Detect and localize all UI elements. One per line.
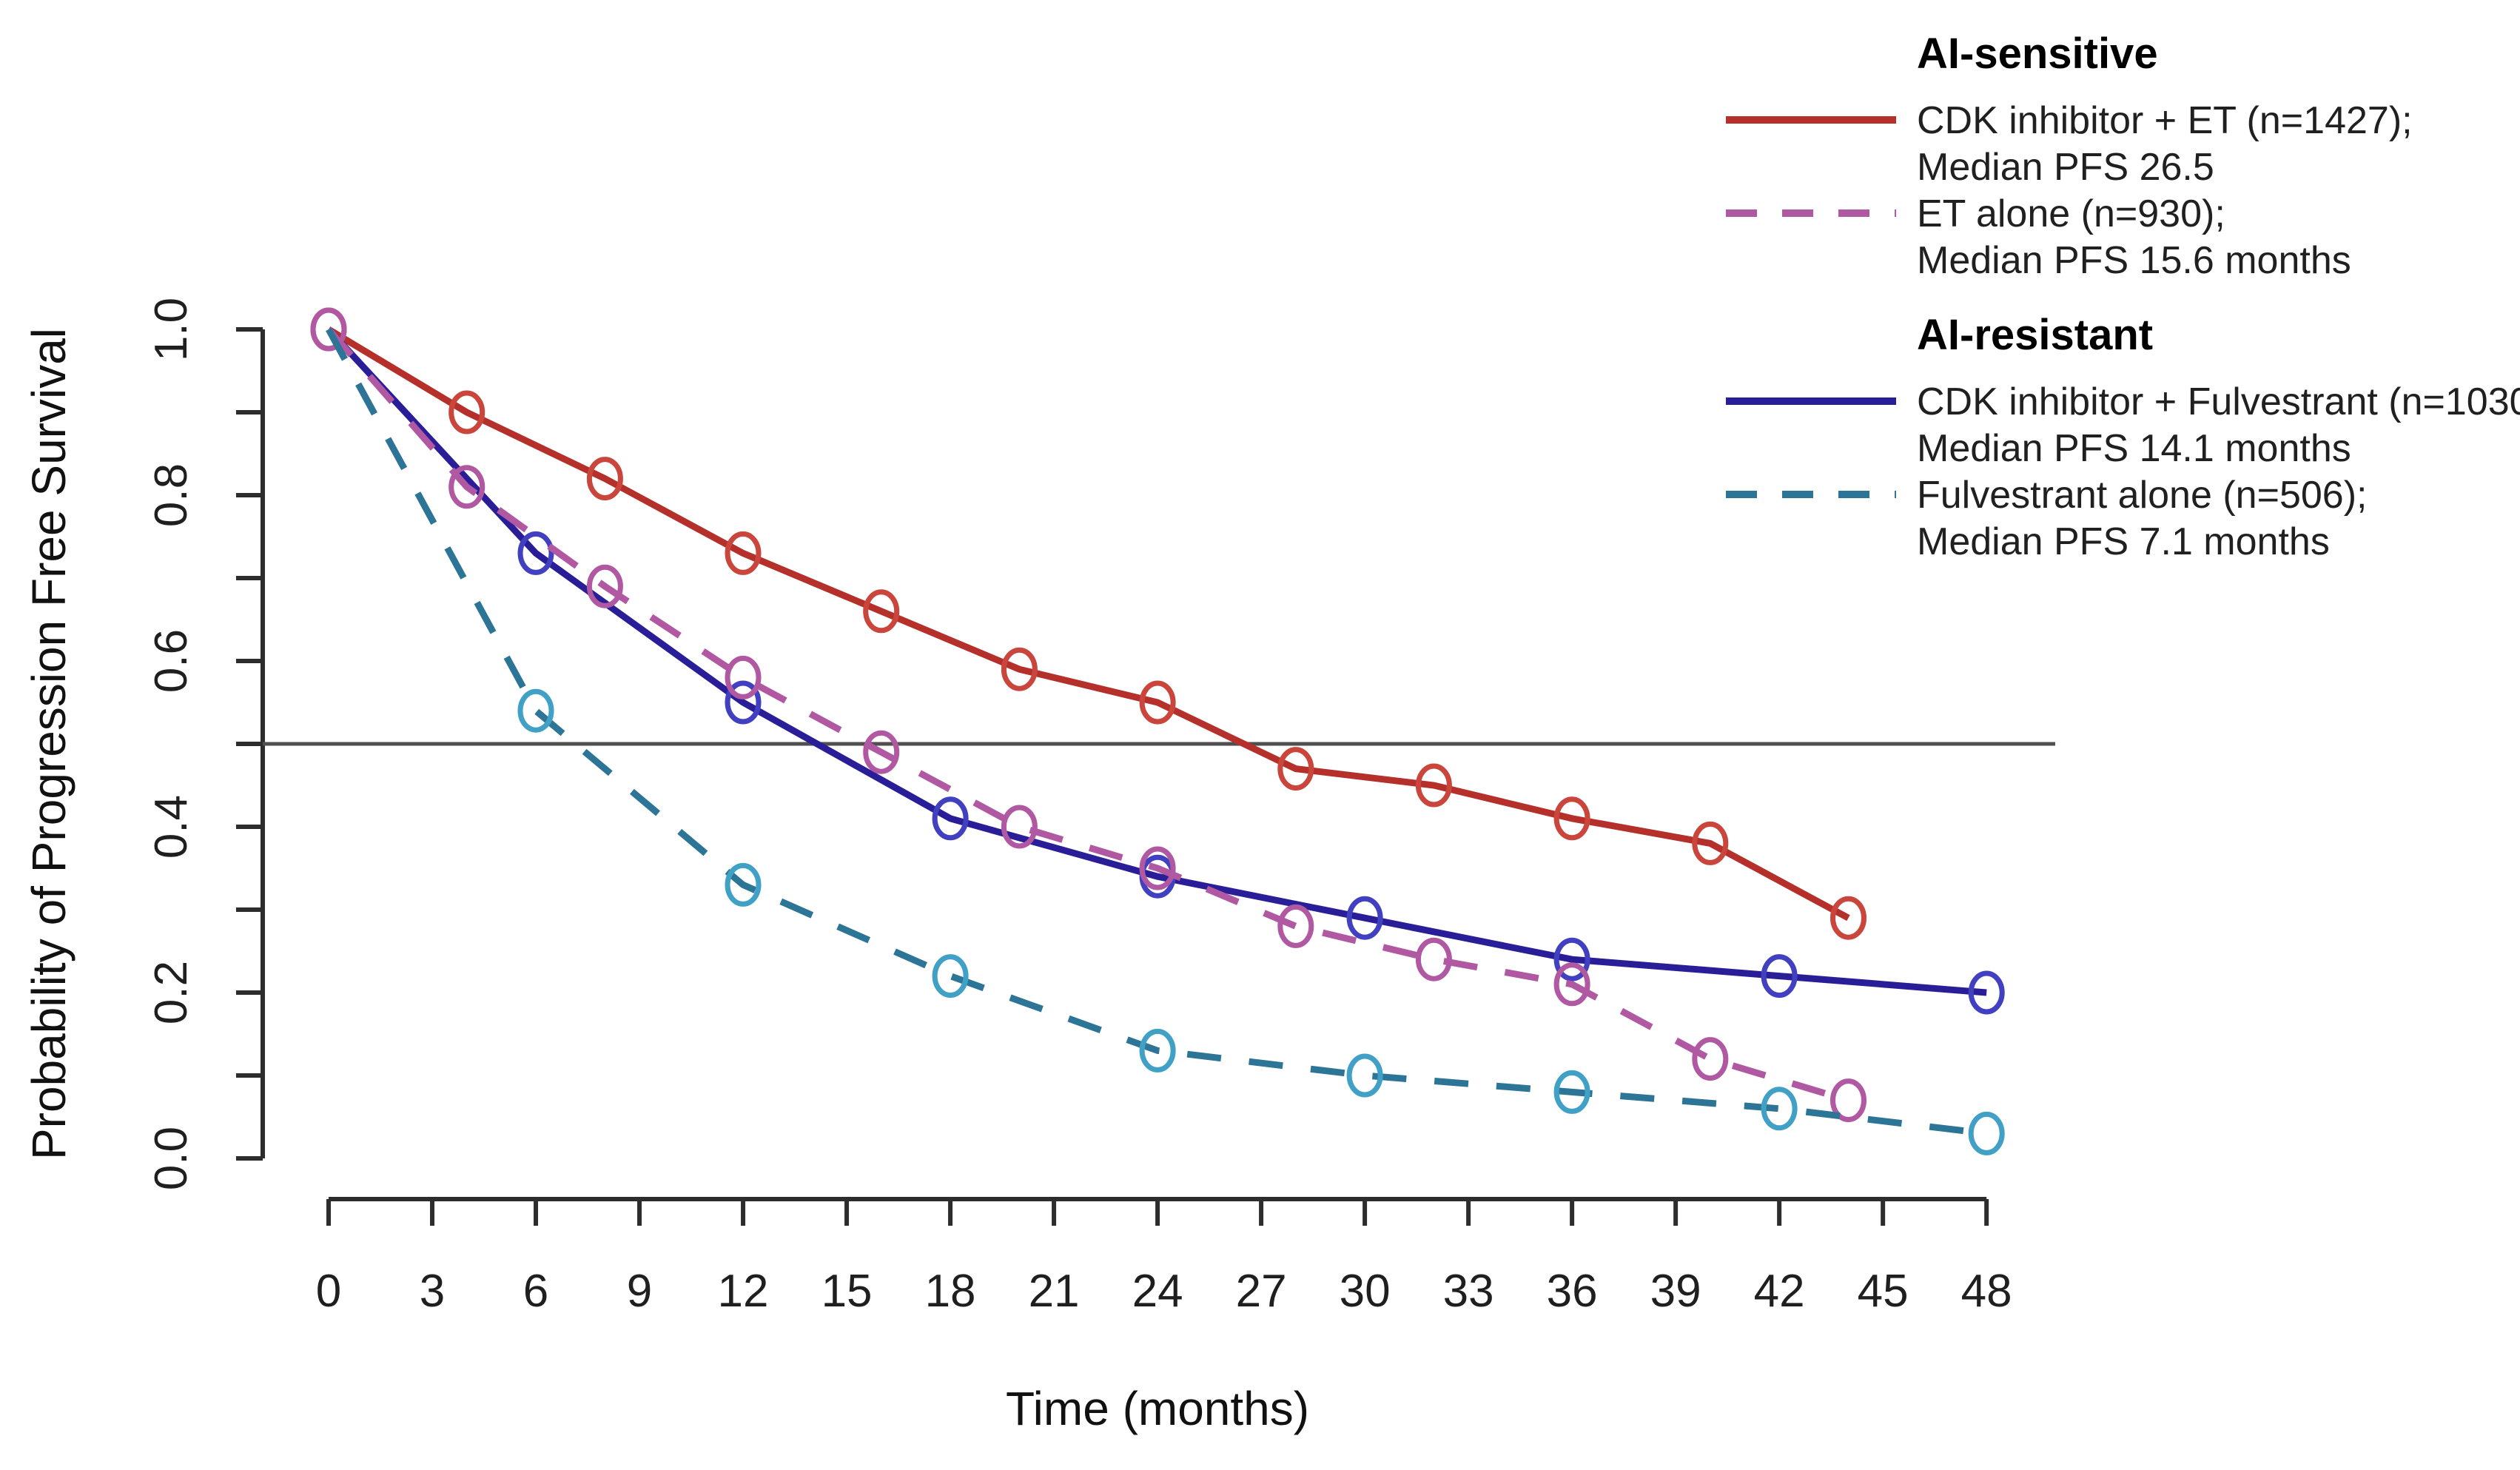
data-point-marker — [1346, 896, 1383, 940]
data-point-marker — [586, 457, 623, 501]
data-point-marker — [1346, 1053, 1383, 1098]
y-tick-label: 0.2 — [146, 961, 197, 1024]
y-axis-title: Probability of Progression Free Survival — [22, 328, 75, 1160]
data-point-marker — [1415, 937, 1452, 981]
data-point-marker — [1001, 805, 1038, 849]
data-point-marker — [517, 688, 554, 733]
data-point-marker — [448, 390, 485, 434]
data-point-marker — [1968, 1111, 2005, 1155]
legend-entry-label: CDK inhibitor + ET (n=1427); — [1917, 99, 2413, 142]
legend-entry-label: ET alone (n=930); — [1917, 192, 2225, 235]
x-tick-label: 21 — [1029, 1266, 1080, 1317]
legend-entry-label: Median PFS 15.6 months — [1917, 239, 2351, 282]
data-point-marker — [1761, 1087, 1798, 1131]
axes: 0.00.20.40.60.81.00 3 6 9 12 15 18 21 24 27 30 33 36… — [146, 298, 2012, 1317]
x-tick-label: 27 — [1236, 1266, 1287, 1317]
data-point-marker — [1001, 647, 1038, 691]
data-point-marker — [1277, 904, 1314, 948]
legend: AI-sensitive CDK inhibitor + ET (n=1427);… — [1726, 30, 2520, 563]
x-tick-label: 24 — [1132, 1266, 1183, 1317]
data-point-marker — [1553, 937, 1590, 981]
data-point-marker — [517, 531, 554, 575]
data-point-marker — [725, 680, 762, 725]
x-tick-label: 39 — [1650, 1266, 1701, 1317]
curve-fulvestrant-alone — [326, 327, 1987, 1137]
x-tick-label: 15 — [821, 1266, 873, 1317]
data-point-marker — [1692, 1037, 1729, 1081]
data-point-marker — [1139, 680, 1176, 725]
y-tick-label: 1.0 — [146, 298, 197, 361]
x-tick-label: 48 — [1961, 1266, 2012, 1317]
y-tick-label: 0.6 — [146, 629, 197, 693]
data-point-marker — [863, 730, 900, 774]
x-tick-label: 42 — [1754, 1266, 1805, 1317]
y-tick-label: 0.8 — [146, 463, 197, 527]
x-tick-label: 9 — [627, 1266, 652, 1317]
data-point-marker — [1553, 796, 1590, 841]
x-axis-title: Time (months) — [1006, 1382, 1309, 1435]
curve-cdk-inhibitor-fulvestrant — [326, 326, 1987, 996]
series-curves — [310, 307, 2005, 1155]
data-point-marker — [586, 564, 623, 608]
data-point-marker — [1139, 846, 1176, 890]
data-point-marker — [863, 589, 900, 634]
y-tick-label: 0.0 — [146, 1127, 197, 1190]
x-tick-label: 33 — [1443, 1266, 1494, 1317]
data-point-marker — [448, 465, 485, 509]
data-point-marker — [1830, 896, 1867, 940]
data-point-marker — [310, 307, 347, 352]
legend-entry-label: Fulvestrant alone (n=506); — [1917, 474, 2367, 517]
x-tick-label: 18 — [925, 1266, 976, 1317]
data-point-marker — [1553, 962, 1590, 1007]
curve-et-alone — [326, 327, 1849, 1104]
data-point-marker — [1277, 747, 1314, 791]
x-tick-label: 30 — [1340, 1266, 1391, 1317]
legend-entry-label: Median PFS 14.1 months — [1917, 427, 2351, 470]
data-point-marker — [1761, 954, 1798, 999]
x-tick-label: 12 — [718, 1266, 769, 1317]
data-point-marker — [932, 954, 969, 999]
x-tick-label: 3 — [420, 1266, 445, 1317]
data-point-marker — [1692, 821, 1729, 865]
data-point-marker — [1553, 1070, 1590, 1114]
legend-group-header: AI-resistant — [1917, 311, 2153, 359]
data-point-marker — [725, 531, 762, 575]
x-tick-label: 45 — [1858, 1266, 1909, 1317]
y-tick-label: 0.4 — [146, 795, 197, 859]
legend-entry-label: Median PFS 7.1 months — [1917, 520, 2330, 563]
data-point-marker — [1139, 1028, 1176, 1073]
data-point-marker — [725, 862, 762, 907]
x-tick-label: 36 — [1547, 1266, 1598, 1317]
data-point-marker — [1415, 763, 1452, 808]
data-point-marker — [725, 655, 762, 699]
legend-group-header: AI-sensitive — [1917, 30, 2158, 78]
data-point-marker — [932, 796, 969, 841]
data-point-marker — [1830, 1078, 1867, 1123]
legend-entry-label: CDK inhibitor + Fulvestrant (n=1030); — [1917, 380, 2520, 423]
x-tick-label: 6 — [523, 1266, 548, 1317]
data-point-marker — [1968, 970, 2005, 1015]
legend-entry-label: Median PFS 26.5 — [1917, 146, 2214, 189]
curve-cdk-inhibitor-et — [326, 326, 1850, 922]
x-tick-label: 0 — [316, 1266, 341, 1317]
